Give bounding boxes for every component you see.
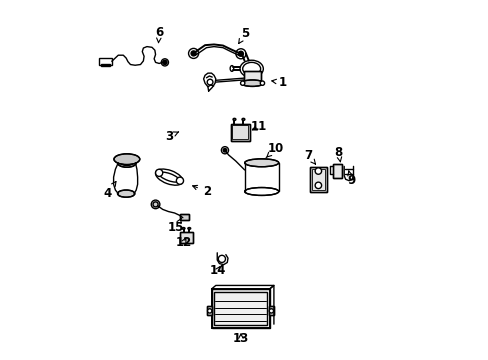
Bar	[214, 292, 266, 325]
Bar	[101, 64, 110, 66]
Bar	[244, 71, 261, 81]
Circle shape	[269, 309, 273, 313]
Text: 11: 11	[250, 121, 266, 134]
Bar	[180, 215, 188, 220]
Circle shape	[240, 81, 244, 85]
Bar	[207, 306, 212, 315]
Text: 7: 7	[304, 149, 315, 164]
Bar	[230, 124, 249, 140]
Ellipse shape	[117, 158, 136, 167]
Text: 8: 8	[334, 145, 342, 162]
Bar	[309, 167, 326, 192]
Text: 6: 6	[155, 27, 163, 43]
Bar	[211, 289, 269, 328]
Bar	[180, 232, 192, 243]
Circle shape	[314, 168, 321, 174]
Circle shape	[238, 51, 243, 56]
Text: 15: 15	[168, 218, 184, 234]
Circle shape	[314, 182, 321, 189]
Circle shape	[207, 309, 211, 313]
Bar	[180, 215, 188, 220]
Bar	[230, 124, 249, 140]
Text: 12: 12	[175, 236, 191, 249]
Bar	[268, 306, 273, 315]
Ellipse shape	[230, 66, 233, 71]
Bar	[311, 169, 325, 190]
Bar	[207, 306, 212, 315]
Bar	[211, 289, 269, 328]
Text: 2: 2	[192, 185, 210, 198]
Bar	[333, 163, 342, 178]
Bar	[333, 163, 342, 178]
Bar	[309, 167, 326, 192]
Ellipse shape	[117, 190, 135, 197]
Ellipse shape	[114, 154, 140, 165]
Text: 13: 13	[232, 332, 248, 345]
Text: 10: 10	[265, 142, 284, 158]
Text: 4: 4	[103, 181, 116, 200]
Bar	[244, 71, 261, 81]
Bar	[268, 306, 273, 315]
Circle shape	[163, 60, 167, 64]
Circle shape	[176, 177, 183, 184]
Text: 5: 5	[238, 27, 249, 44]
Text: 14: 14	[209, 264, 225, 277]
Circle shape	[155, 169, 163, 176]
Bar	[180, 232, 192, 243]
Circle shape	[151, 200, 160, 209]
Bar	[99, 58, 112, 64]
Ellipse shape	[244, 188, 278, 195]
Bar	[232, 126, 247, 139]
Ellipse shape	[241, 80, 263, 86]
Circle shape	[260, 81, 264, 85]
Circle shape	[191, 51, 196, 56]
Text: 9: 9	[346, 171, 355, 187]
Text: 3: 3	[165, 130, 178, 143]
Circle shape	[223, 148, 226, 152]
Ellipse shape	[244, 159, 278, 167]
Text: 1: 1	[271, 76, 287, 89]
